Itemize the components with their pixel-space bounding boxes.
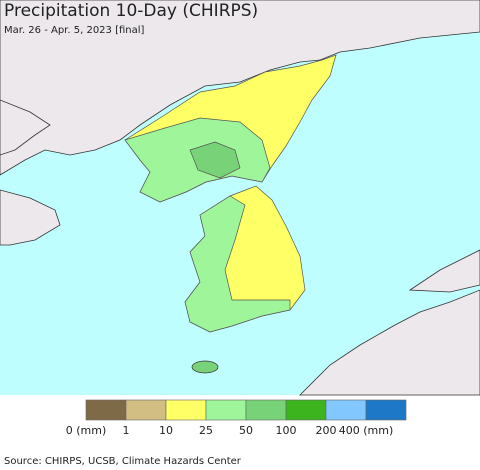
japan <box>299 289 480 396</box>
map <box>0 0 480 396</box>
legend-swatch <box>365 399 407 421</box>
china-land <box>0 0 480 176</box>
legend-swatch <box>325 399 367 421</box>
legend-label: 400 (mm) <box>339 424 394 437</box>
south-korea-west <box>184 195 291 333</box>
shandong <box>0 189 61 246</box>
legend-label: 10 <box>159 424 173 437</box>
legend-swatch <box>125 399 167 421</box>
title: Precipitation 10-Day (CHIRPS) <box>4 1 258 21</box>
source: Source: CHIRPS, UCSB, Climate Hazards Ce… <box>4 456 242 467</box>
legend-label: 50 <box>239 424 253 437</box>
legend-label: 0 (mm) <box>66 424 107 437</box>
japan-north <box>408 249 480 293</box>
legend-label: 200 <box>316 424 337 437</box>
legend-label: 25 <box>199 424 213 437</box>
legend-swatch <box>245 399 287 421</box>
legend-label: 100 <box>276 424 297 437</box>
jeju <box>191 360 219 374</box>
legend: 0 (mm) 1 10 25 50 100 200 400 (mm) <box>66 399 407 437</box>
liaodong <box>0 99 51 156</box>
subtitle: Mar. 26 - Apr. 5, 2023 [final] <box>4 25 145 36</box>
legend-swatch <box>165 399 207 421</box>
legend-swatch <box>85 399 127 421</box>
legend-swatch <box>285 399 327 421</box>
legend-swatch <box>205 399 247 421</box>
legend-label: 1 <box>123 424 130 437</box>
pyongyang-area <box>189 141 241 179</box>
